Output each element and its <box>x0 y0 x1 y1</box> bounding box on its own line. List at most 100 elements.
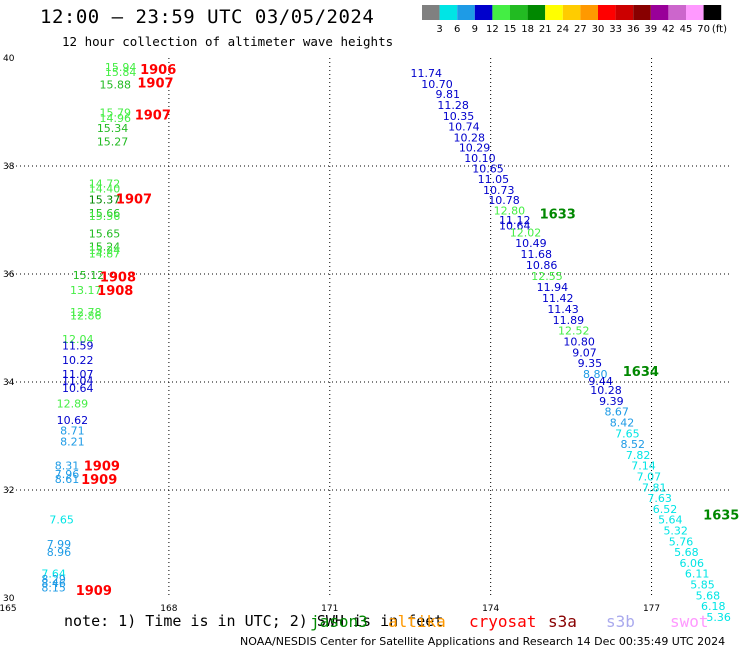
wave-height-label: 12.78 <box>70 306 102 319</box>
wave-height-label: 10.74 <box>448 121 480 134</box>
colorbar-label: 18 <box>521 24 534 35</box>
wave-height-label: 5.32 <box>663 525 688 538</box>
pass-time-label: 1907 <box>135 109 171 124</box>
wave-height-label: 11.28 <box>437 99 469 112</box>
wave-height-label: 10.64 <box>62 382 94 395</box>
wave-height-label: 10.62 <box>57 414 89 427</box>
wave-height-label: 9.07 <box>572 346 597 359</box>
colorbar-label: 24 <box>556 24 569 35</box>
wave-height-label: 9.44 <box>588 375 613 388</box>
colorbar-swatch <box>598 5 616 20</box>
wave-height-label: 12.04 <box>62 333 94 346</box>
wave-height-label: 11.89 <box>553 314 585 327</box>
wave-height-label: 10.35 <box>443 110 475 123</box>
satellite-altika: altika <box>388 612 446 631</box>
wave-height-label: 15.66 <box>89 207 121 220</box>
wave-height-label: 6.52 <box>653 503 678 516</box>
wave-height-label: 7.14 <box>631 460 656 473</box>
wave-height-label: 10.49 <box>515 237 547 250</box>
satellite-cryosat: cryosat <box>469 612 537 631</box>
colorbar-swatch <box>686 5 704 20</box>
colorbar-label: 9 <box>472 24 478 35</box>
wave-height-label: 10.22 <box>62 354 94 367</box>
colorbar-swatch <box>580 5 598 20</box>
colorbar-swatch <box>703 5 722 20</box>
pass-time-label: 1633 <box>540 208 576 223</box>
x-tick-label: 168 <box>160 604 177 614</box>
wave-height-label: 10.10 <box>464 152 496 165</box>
wave-height-label: 14.40 <box>89 183 121 196</box>
wave-height-label: 5.68 <box>674 546 699 559</box>
wave-height-label: 11.05 <box>478 173 510 186</box>
wave-height-label: 5.85 <box>690 579 715 592</box>
colorbar-swatch <box>457 5 475 20</box>
wave-height-label: 10.28 <box>453 131 485 144</box>
colorbar-label: 21 <box>539 24 552 35</box>
colorbar-label: 27 <box>574 24 587 35</box>
wave-height-label: 8.67 <box>604 406 629 419</box>
footnote: note: 1) Time is in UTC; 2) SWH is in fe… <box>64 612 444 630</box>
y-tick-label: 34 <box>3 378 15 388</box>
wave-height-label: 8.42 <box>610 417 635 430</box>
wave-height-label: 13.17 <box>70 284 102 297</box>
x-tick-label: 174 <box>482 604 499 614</box>
pass-time-label: 1909 <box>76 584 112 599</box>
colorbar-label: 42 <box>662 24 675 35</box>
wave-height-label: 10.29 <box>459 142 491 155</box>
wave-height-label: 8.29 <box>41 573 66 586</box>
colorbar-label: 15 <box>504 24 517 35</box>
colorbar-label: 70 <box>697 24 710 35</box>
wave-height-label: 15.27 <box>97 136 129 149</box>
colorbar-swatch <box>562 5 581 20</box>
wave-height-label: 6.11 <box>685 568 710 581</box>
wave-height-label: 9.39 <box>599 395 624 408</box>
satellite-s3b: s3b <box>606 612 635 631</box>
wave-height-label: 15.94 <box>105 61 137 74</box>
wave-height-label: 5.36 <box>706 611 731 624</box>
wave-height-label: 8.96 <box>47 546 72 559</box>
chart-title: 12:00 — 23:59 UTC 03/05/2024 <box>40 6 375 28</box>
wave-height-label: 9.81 <box>436 88 461 101</box>
pass-time-label: 1635 <box>703 508 739 523</box>
colorbar-swatch <box>492 5 510 20</box>
y-tick-label: 32 <box>3 486 14 496</box>
wave-height-label: 10.78 <box>488 194 520 207</box>
wave-height-label: 12.86 <box>70 310 102 323</box>
satellite-swot: swot <box>670 612 709 631</box>
colorbar-label: 3 <box>436 24 442 35</box>
wave-height-label: 12.55 <box>531 270 563 283</box>
wave-height-label: 15.37 <box>89 193 121 206</box>
wave-height-label: 12.80 <box>494 204 526 217</box>
color-legend: 3 6 9 12 15 18 21 24 27 30 33 36 39 42 45 70 (ft) <box>422 5 727 35</box>
wave-height-label: 10.80 <box>563 336 595 349</box>
wave-height-label: 15.79 <box>100 107 132 120</box>
wave-height-label: 12.89 <box>57 398 89 411</box>
satellite-jason3: jason3 <box>310 612 368 631</box>
wave-height-label: 6.06 <box>680 557 705 570</box>
wave-height-label: 15.12 <box>73 269 105 282</box>
colorbar-swatch <box>633 5 651 20</box>
pass-time-label: 1907 <box>116 192 152 207</box>
wave-height-label: 8.80 <box>583 368 608 381</box>
wave-height-label: 9.35 <box>578 357 603 370</box>
pass-time-label: 1907 <box>137 76 173 91</box>
colorbar-label: 6 <box>454 24 460 35</box>
wave-height-label: 11.04 <box>62 374 94 387</box>
wave-height-label: 7.82 <box>626 449 651 462</box>
wave-height-label: 7.99 <box>47 538 72 551</box>
pass-time-label: 1908 <box>100 271 136 286</box>
wave-height-label: 10.73 <box>483 184 515 197</box>
wave-height-label: 5.64 <box>658 514 683 527</box>
colorbar-label: 45 <box>680 24 693 35</box>
colorbar-swatch <box>510 5 528 20</box>
x-tick-label: 171 <box>321 604 338 614</box>
wave-height-label: 11.59 <box>62 339 94 352</box>
wave-height-label: 8.31 <box>55 460 80 473</box>
wave-height-label: 8.21 <box>60 435 85 448</box>
wave-height-label: 8.61 <box>55 473 80 486</box>
wave-height-label: 7.81 <box>642 481 667 494</box>
wave-height-label: 5.68 <box>696 589 721 602</box>
y-tick-label: 40 <box>3 54 15 64</box>
colorbar-swatch <box>668 5 686 20</box>
